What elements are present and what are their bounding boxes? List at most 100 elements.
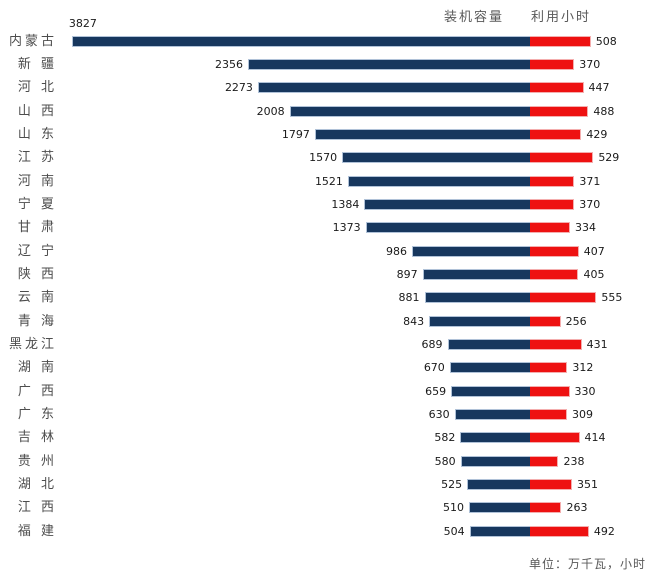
capacity-value: 670 [423, 361, 445, 375]
hours-bar [530, 245, 579, 257]
province-label: 陕 西 [17, 267, 57, 283]
hours-bar [530, 59, 575, 71]
hours-bar [530, 409, 567, 421]
hours-value: 371 [579, 174, 601, 188]
province-label: 贵 州 [17, 453, 57, 469]
province-label: 内蒙古 [8, 33, 57, 49]
capacity-value: 504 [443, 524, 465, 538]
province-label: 广 东 [17, 407, 57, 423]
hours-bar [530, 315, 561, 327]
capacity-bar [257, 82, 530, 94]
hours-bar [530, 105, 589, 117]
series-label-capacity: 装机容量 [444, 10, 505, 25]
hours-value: 312 [572, 361, 594, 375]
hours-bar [530, 82, 584, 94]
province-label: 山 西 [17, 103, 57, 119]
hours-value: 447 [588, 81, 610, 95]
capacity-value: 630 [428, 408, 450, 422]
province-label: 辽 宁 [17, 243, 57, 259]
capacity-value: 2008 [256, 104, 285, 118]
chart-row: 陕 西 897 405 [0, 263, 654, 286]
capacity-value: 582 [434, 431, 456, 445]
capacity-value: 659 [425, 384, 447, 398]
province-label: 宁 夏 [17, 197, 57, 213]
series-label-hours: 利用小时 [531, 10, 592, 25]
capacity-bar [467, 479, 530, 491]
hours-bar [530, 502, 562, 514]
capacity-value: 580 [434, 454, 456, 468]
chart-row: 内蒙古 3827 508 [0, 17, 654, 53]
chart-row: 福 建 504 492 [0, 520, 654, 543]
hours-value: 488 [593, 104, 615, 118]
hours-bar [530, 432, 580, 444]
unit-note: 单位：万千瓦，小时 [528, 557, 646, 571]
capacity-bar [429, 315, 530, 327]
capacity-bar [454, 409, 530, 421]
capacity-bar [424, 292, 530, 304]
capacity-bar [71, 35, 530, 47]
hours-value: 555 [601, 291, 623, 305]
province-label: 广 西 [17, 383, 57, 399]
hours-value: 330 [574, 384, 596, 398]
chart-row: 河 北 2273 447 [0, 76, 654, 99]
capacity-bar [469, 525, 530, 537]
capacity-value: 1570 [309, 151, 338, 165]
province-label: 江 苏 [17, 150, 57, 166]
hours-bar [530, 362, 568, 374]
province-label: 河 南 [17, 173, 57, 189]
hours-bar [530, 385, 570, 397]
capacity-value: 3827 [68, 16, 97, 30]
capacity-value: 897 [396, 268, 418, 282]
chart-row: 吉 林 582 414 [0, 426, 654, 449]
capacity-value: 1521 [314, 174, 343, 188]
hours-value: 256 [565, 314, 587, 328]
hours-value: 370 [579, 58, 601, 72]
hours-value: 508 [595, 34, 617, 48]
chart-row: 山 西 2008 488 [0, 100, 654, 123]
capacity-value: 1373 [332, 221, 361, 235]
hours-value: 309 [571, 408, 593, 422]
capacity-value: 1797 [281, 128, 310, 142]
hours-value: 238 [563, 454, 585, 468]
province-label: 云 南 [17, 290, 57, 306]
capacity-bar [314, 129, 530, 141]
chart-row: 宁 夏 1384 370 [0, 193, 654, 216]
capacity-value: 510 [442, 501, 464, 515]
hours-value: 407 [583, 244, 605, 258]
capacity-bar [422, 269, 530, 281]
hours-value: 429 [586, 128, 608, 142]
province-label: 吉 林 [17, 430, 57, 446]
chart-row: 河 南 1521 371 [0, 170, 654, 193]
province-label: 青 海 [17, 313, 57, 329]
province-label: 湖 南 [17, 360, 57, 376]
chart-row: 湖 南 670 312 [0, 356, 654, 379]
province-label: 甘 肃 [17, 220, 57, 236]
hours-bar [530, 35, 591, 47]
hours-value: 414 [584, 431, 606, 445]
capacity-value: 881 [398, 291, 420, 305]
capacity-bar [460, 455, 530, 467]
hours-value: 529 [598, 151, 620, 165]
chart-row: 黑龙江 689 431 [0, 333, 654, 356]
province-label: 江 西 [17, 500, 57, 516]
capacity-bar [364, 199, 530, 211]
chart-row: 广 西 659 330 [0, 380, 654, 403]
hours-value: 334 [574, 221, 596, 235]
chart-row: 辽 宁 986 407 [0, 240, 654, 263]
chart-row: 江 西 510 263 [0, 496, 654, 519]
chart-row: 广 东 630 309 [0, 403, 654, 426]
province-label: 黑龙江 [8, 337, 57, 353]
hours-value: 492 [593, 524, 615, 538]
capacity-bar [247, 59, 530, 71]
hours-bar [530, 152, 594, 164]
capacity-bar [411, 245, 530, 257]
capacity-value: 2356 [215, 58, 243, 72]
capacity-bar [447, 339, 530, 351]
hours-bar [530, 292, 597, 304]
hours-bar [530, 222, 570, 234]
capacity-bar [347, 175, 530, 187]
hours-bar [530, 455, 559, 467]
hours-value: 263 [566, 501, 588, 515]
province-label: 河 北 [17, 80, 57, 96]
